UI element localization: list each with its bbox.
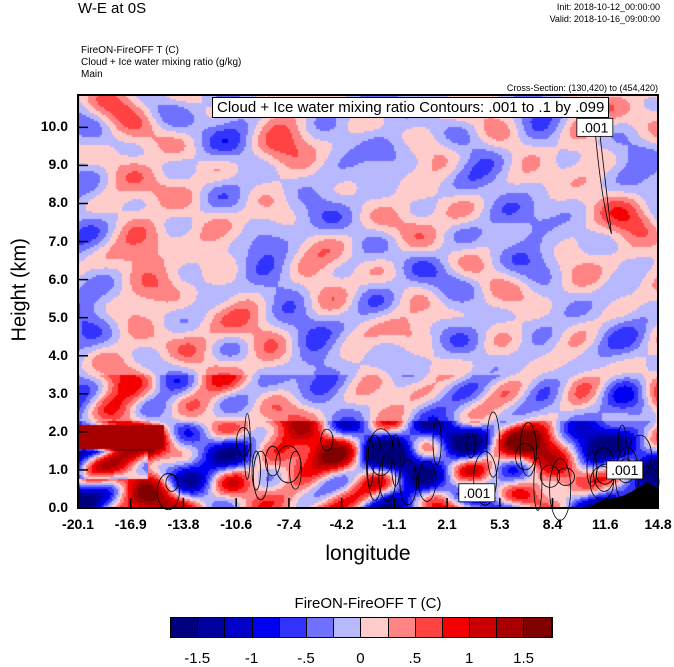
colorbar-box bbox=[198, 618, 226, 637]
colorbar-label: 0 bbox=[356, 650, 365, 667]
cloud-contour bbox=[634, 466, 660, 498]
y-tick-label: 10.0 bbox=[40, 118, 68, 135]
colorbar-title: FireON-FireOFF T (C) bbox=[294, 595, 442, 612]
colorbar-box bbox=[470, 618, 498, 637]
y-tick-label: 4.0 bbox=[48, 346, 68, 363]
cloud-contour bbox=[252, 450, 269, 501]
x-tick-label: -7.4 bbox=[276, 516, 301, 532]
cloud-contour bbox=[365, 436, 374, 487]
cloud-contour bbox=[589, 465, 614, 501]
colorbar-box bbox=[306, 618, 335, 637]
x-tick-label: 8.4 bbox=[542, 516, 563, 532]
cloud-contour bbox=[515, 443, 536, 471]
x-tick-label: 5.3 bbox=[490, 516, 510, 532]
colorbar-label: .5 bbox=[408, 650, 422, 667]
contour-label-box bbox=[576, 117, 614, 137]
cloud-contour bbox=[594, 119, 612, 235]
x-tick-label: 2.1 bbox=[437, 516, 457, 532]
cloud-contour bbox=[367, 434, 383, 501]
contour-overlay: .001 .001 .001 bbox=[77, 94, 660, 521]
x-tick-label: 14.8 bbox=[644, 516, 672, 532]
cloud-contour bbox=[486, 411, 501, 478]
cloud-contour bbox=[533, 457, 543, 511]
colorbar-label: 1.5 bbox=[513, 650, 535, 667]
contour-info-label: Cloud + Ice water mixing ratio Contours:… bbox=[212, 97, 610, 118]
y-axis-label: Height (km) bbox=[8, 238, 31, 342]
cloud-contour bbox=[519, 422, 537, 477]
subtitle-main: Main bbox=[81, 69, 103, 80]
y-tick-label: 6.0 bbox=[48, 270, 68, 287]
y-tick-label: 5.0 bbox=[48, 308, 68, 325]
plot-border bbox=[77, 94, 659, 509]
cloud-contour bbox=[473, 451, 498, 506]
cloud-contour bbox=[251, 450, 261, 491]
contour-label-box bbox=[458, 483, 496, 503]
y-tick-label: 7.0 bbox=[48, 232, 68, 249]
y-tick-label: 3.0 bbox=[48, 384, 68, 401]
colorbar-box bbox=[497, 618, 525, 637]
y-tick-label: 9.0 bbox=[48, 156, 68, 173]
cloud-contour bbox=[165, 474, 179, 492]
colorbar-box bbox=[279, 618, 307, 637]
y-tick-label: 8.0 bbox=[48, 194, 68, 211]
contour-label: .001 bbox=[463, 485, 490, 501]
colorbar-label: -1.5 bbox=[184, 650, 211, 667]
subtitle-cloud: Cloud + Ice water mixing ratio (g/kg) bbox=[81, 57, 242, 68]
x-tick-label: -4.2 bbox=[329, 516, 354, 532]
cloud-contour bbox=[368, 428, 395, 476]
x-tick-label: -10.6 bbox=[220, 516, 253, 532]
colorbar-label: 1 bbox=[465, 650, 474, 667]
valid-time: Valid: 2018-10-16_09:00:00 bbox=[549, 14, 660, 24]
colorbar-box bbox=[524, 618, 552, 637]
cloud-contour bbox=[264, 445, 281, 477]
cloud-contour bbox=[540, 464, 561, 488]
cloud-contour bbox=[320, 428, 334, 452]
plot-area: .001 .001 .001 bbox=[77, 94, 660, 521]
x-tick-label: -1.1 bbox=[382, 516, 407, 532]
y-tick-label: 2.0 bbox=[48, 422, 68, 439]
cloud-contour bbox=[617, 424, 627, 458]
colorbar-label: -1 bbox=[244, 650, 259, 667]
x-tick-label: -20.1 bbox=[62, 516, 94, 532]
cloud-contour bbox=[399, 459, 417, 506]
cloud-contour bbox=[466, 433, 476, 459]
colorbar-box bbox=[334, 618, 362, 637]
x-axis-label: longitude bbox=[325, 542, 411, 565]
contour-label: .001 bbox=[611, 462, 638, 478]
colorbar-box bbox=[388, 618, 416, 637]
colorbar-box bbox=[442, 618, 471, 637]
cross-section-label: Cross-Section: (130,420) to (454,420) bbox=[506, 83, 658, 93]
x-tick-label: 11.6 bbox=[592, 516, 619, 532]
colorbar-box bbox=[361, 618, 389, 637]
cloud-contour bbox=[275, 445, 302, 484]
colorbar-box bbox=[252, 618, 280, 637]
colorbar-box bbox=[171, 618, 199, 637]
cloud-contour bbox=[586, 450, 598, 487]
cloud-contour bbox=[390, 434, 401, 487]
temperature-difference-field bbox=[78, 95, 658, 508]
cloud-contour bbox=[417, 460, 437, 502]
cloud-contour bbox=[556, 467, 575, 486]
cloud-contour bbox=[432, 419, 442, 466]
plot-title: W-E at 0S bbox=[78, 0, 147, 17]
colorbar bbox=[170, 617, 553, 638]
colorbar-label: -.5 bbox=[297, 650, 315, 667]
x-tick-label: -13.8 bbox=[167, 516, 200, 532]
init-time: Init: 2018-10-12_00:00:00 bbox=[556, 2, 660, 12]
cloud-contour bbox=[378, 455, 397, 502]
cloud-contour bbox=[289, 450, 302, 490]
x-tick-label: -16.9 bbox=[114, 516, 147, 532]
cloud-contour bbox=[549, 458, 572, 521]
cloud-contour bbox=[236, 427, 251, 457]
contour-label-box bbox=[606, 460, 644, 480]
cloud-contour bbox=[156, 473, 180, 511]
y-tick-label: 0.0 bbox=[48, 499, 68, 515]
colorbar-box bbox=[415, 618, 443, 637]
colorbar-box bbox=[225, 618, 253, 637]
subtitle-temperature: FireON-FireOFF T (C) bbox=[81, 45, 179, 56]
y-tick-label: 1.0 bbox=[48, 460, 68, 477]
cloud-contour bbox=[243, 413, 251, 480]
contour-label: .001 bbox=[581, 119, 608, 135]
